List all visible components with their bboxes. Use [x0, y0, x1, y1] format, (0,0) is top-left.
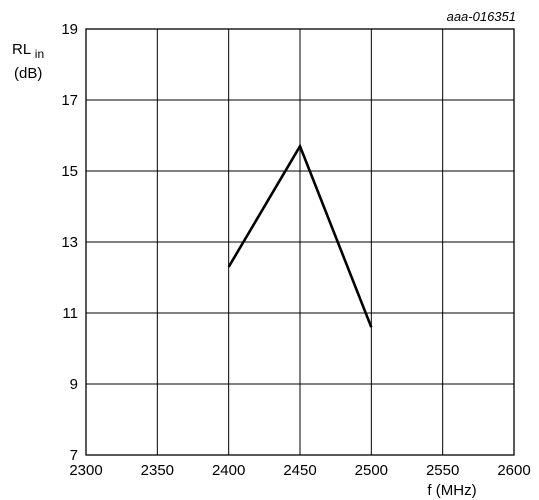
figure-code-label: aaa-016351	[447, 9, 516, 24]
y-tick-label-0: 7	[70, 447, 78, 464]
series-line-0	[227, 143, 373, 328]
x-tick-label-6: 2600	[497, 462, 530, 479]
grid-lines	[85, 28, 515, 456]
x-tick-label-4: 2500	[355, 462, 388, 479]
y-axis-label-subscript: in	[35, 47, 44, 61]
x-tick-label-2: 2400	[212, 462, 245, 479]
y-tick-labels: 7 9 11 13 15 17 19	[61, 21, 78, 464]
x-tick-label-3: 2450	[283, 462, 316, 479]
y-tick-label-5: 17	[61, 92, 78, 109]
plot-frame	[85, 28, 515, 456]
x-tick-label-0: 2300	[69, 462, 102, 479]
y-tick-label-4: 15	[61, 163, 78, 180]
y-tick-label-6: 19	[61, 21, 78, 38]
x-tick-labels: 2300 2350 2400 2450 2500 2550 2600	[69, 462, 530, 479]
x-axis-label: f (MHz)	[427, 482, 476, 499]
series-layer	[227, 143, 373, 328]
x-tick-label-5: 2550	[426, 462, 459, 479]
y-tick-label-1: 9	[70, 376, 78, 393]
y-tick-label-2: 11	[62, 305, 78, 322]
y-tick-label-3: 13	[61, 234, 78, 251]
y-axis-label-main: RL	[12, 41, 31, 58]
y-axis-unit: (dB)	[14, 65, 42, 82]
x-tick-label-1: 2350	[141, 462, 174, 479]
y-axis-label: RL in	[12, 41, 44, 61]
